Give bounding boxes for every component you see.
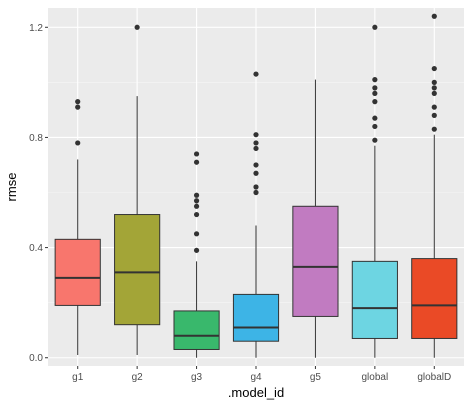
- outlier-point: [253, 170, 259, 176]
- iqr-box: [292, 205, 339, 317]
- outlier-point: [193, 192, 200, 198]
- box-g2: [114, 24, 161, 355]
- axis-layer: 0.0 0.4 0.8 1.2 g1 g2 g3 g4 g5 global globalD: [29, 23, 451, 383]
- box-g4: [232, 71, 280, 358]
- outlier-point: [431, 112, 437, 118]
- outlier-point: [75, 140, 81, 146]
- outlier-point: [193, 151, 200, 157]
- iqr-box: [173, 310, 220, 350]
- outlier-point: [253, 140, 259, 146]
- outlier-point: [372, 77, 378, 83]
- box-globalD: [411, 13, 458, 358]
- outlier-point: [253, 184, 259, 190]
- box-global: [351, 24, 398, 358]
- outlier-point: [372, 24, 378, 30]
- outlier-point: [253, 132, 259, 138]
- outlier-point: [431, 79, 437, 85]
- outlier-point: [193, 159, 200, 165]
- outlier-point: [253, 71, 259, 77]
- y-axis-title: rmse: [4, 173, 19, 202]
- outlier-point: [431, 13, 437, 19]
- x-tick-label: globalD: [417, 372, 451, 383]
- x-tick-label: g1: [72, 372, 84, 383]
- outlier-point: [75, 104, 81, 110]
- outlier-point: [253, 162, 259, 168]
- x-tick-label: g2: [132, 372, 144, 383]
- outlier-point: [193, 231, 200, 237]
- iqr-box: [411, 258, 458, 339]
- outlier-point: [431, 126, 437, 132]
- outlier-point: [431, 104, 437, 110]
- y-tick-label: 1.2: [29, 23, 43, 34]
- x-tick-label: global: [362, 372, 389, 383]
- outlier-point: [372, 90, 378, 96]
- outlier-point: [193, 198, 200, 204]
- y-tick-label: 0.0: [29, 353, 43, 364]
- outlier-point: [253, 189, 259, 196]
- outlier-point: [372, 137, 378, 143]
- outlier-point: [372, 123, 378, 130]
- outlier-point: [134, 24, 140, 30]
- box-g5: [292, 79, 339, 358]
- outlier-point: [193, 211, 200, 218]
- outlier-point: [253, 145, 259, 152]
- iqr-box: [351, 260, 398, 339]
- x-tick-label: g3: [191, 372, 203, 383]
- outlier-point: [193, 247, 200, 253]
- outlier-point: [372, 85, 378, 91]
- box-g3: [173, 151, 220, 358]
- outlier-point: [431, 65, 437, 72]
- outlier-point: [431, 90, 437, 96]
- box-g1: [54, 99, 101, 355]
- x-tick-label: g5: [310, 372, 322, 383]
- outlier-point: [372, 115, 378, 121]
- outlier-point: [75, 99, 81, 105]
- iqr-box: [232, 293, 280, 342]
- outlier-point: [431, 85, 437, 91]
- x-axis-title: .model_id: [228, 385, 284, 400]
- y-tick-label: 0.4: [29, 243, 43, 254]
- outlier-point: [372, 99, 378, 105]
- x-tick-label: g4: [250, 372, 262, 383]
- box-layer: [54, 13, 458, 358]
- iqr-box: [114, 214, 161, 326]
- iqr-box: [54, 238, 101, 306]
- y-tick-label: 0.8: [29, 133, 43, 144]
- outlier-point: [193, 203, 200, 209]
